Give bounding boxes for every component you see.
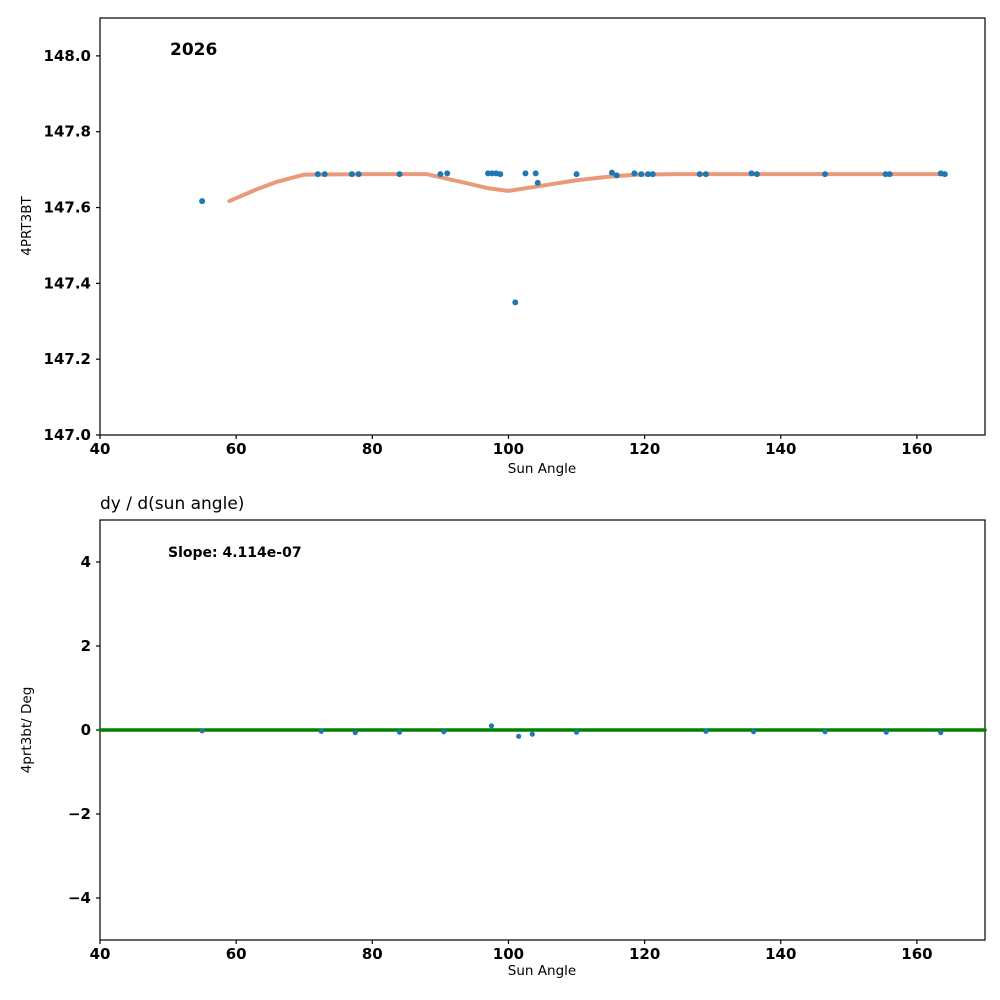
scatter-point [573,171,580,178]
y-tick-label: 147.6 [44,199,91,217]
scatter-point [938,729,944,736]
x-tick-label: 40 [90,440,111,458]
scatter-point [348,171,355,178]
scatter-point [532,170,539,177]
scatter-point [314,171,321,178]
scatter-point [534,179,541,186]
scatter-point [516,733,522,739]
scatter-point [702,171,709,178]
scatter-point [631,170,638,177]
scatter-point [573,729,580,735]
scatter-point [321,171,328,178]
scatter-point [696,171,703,178]
scatter-point [645,171,652,178]
y-tick-label: −4 [68,889,91,907]
scatter-point [396,171,403,178]
x-tick-label: 60 [226,440,247,458]
scatter-point [649,171,656,178]
scatter-point [613,172,620,179]
y-tick-label: 4 [81,553,91,571]
scatter-point [703,728,709,734]
scatter-point [497,171,504,178]
scatter-point [444,170,451,177]
axes-frame [99,17,986,436]
scatter-point [638,171,645,178]
scatter-point [941,171,948,178]
scatter-point [441,729,447,735]
x-tick-label: 40 [90,945,111,963]
scatter-point [437,171,444,178]
scatter-point [352,729,358,736]
annotation-slope: Slope: 4.114e-07 [168,545,302,561]
x-tick-label: 160 [901,945,932,963]
x-tick-label: 100 [493,945,524,963]
y-tick-label: −2 [68,805,91,823]
scatter-point [199,198,206,205]
y-tick-label: 147.4 [44,274,91,292]
y-tick-label: 2 [81,637,91,655]
scatter-point [750,729,757,735]
x-tick-label: 60 [226,945,247,963]
scatter-point [822,729,828,735]
top-y-axis-label: 4PRT3BT [19,196,35,256]
y-tick-label: 147.8 [44,123,91,141]
scatter-point [886,171,893,178]
scatter-point [529,731,535,737]
bottom-x-axis-label: Sun Angle [507,963,577,979]
scatter-point [822,171,829,178]
scatter-point [199,728,205,734]
y-tick-label: 147.2 [44,350,91,368]
scatter-point [512,299,519,306]
x-tick-label: 120 [629,440,660,458]
x-tick-label: 80 [362,945,383,963]
scatter-point [748,170,755,177]
x-tick-label: 100 [493,440,524,458]
bottom-chart-title: dy / d(sun angle) [100,494,245,514]
x-tick-label: 120 [629,945,660,963]
y-tick-label: 148.0 [44,47,91,65]
scatter-point [608,169,615,176]
scatter-point [883,729,889,735]
scatter-point [488,723,495,729]
x-tick-label: 80 [362,440,383,458]
y-tick-label: 0 [81,721,91,739]
y-tick-label: 147.0 [44,426,91,444]
scatter-point [753,171,760,178]
bottom-y-axis-label: 4prt3bt/ Deg [19,686,35,774]
x-tick-label: 140 [765,440,796,458]
top-x-axis-label: Sun Angle [507,461,577,477]
bottom-chart: 40 60 80 100 120 140 160 −4 −2 0 2 4 [68,519,987,963]
x-tick-label: 160 [901,440,932,458]
x-tick-label: 140 [765,945,796,963]
scatter-point [396,729,403,735]
scatter-point [522,170,529,177]
trend-line [227,172,947,204]
scatter-point [355,171,362,178]
top-chart: 40 60 80 100 120 140 160 147.0 147.2 147.4 147.6 14… [44,17,986,458]
annotation-year: 2026 [170,40,218,60]
scatter-point [318,728,324,734]
